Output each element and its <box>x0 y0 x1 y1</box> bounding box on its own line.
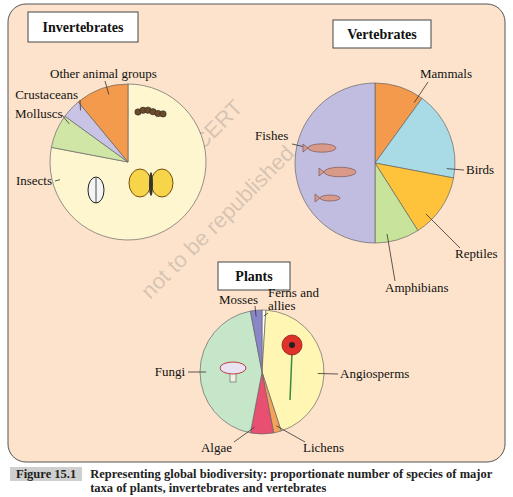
panel-background <box>8 4 505 462</box>
slice-label: Crustaceans <box>15 87 78 102</box>
butterfly-icon <box>149 172 153 196</box>
slice-label: Molluscs <box>15 106 63 121</box>
leader-line <box>426 214 460 248</box>
caption-label: Figure 15.1 <box>10 467 82 481</box>
leader-line <box>276 426 305 442</box>
chart-title: Vertebrates <box>347 27 417 42</box>
slice-label: Fishes <box>255 128 288 143</box>
mushroom-icon <box>220 362 246 374</box>
leader-line <box>318 373 338 375</box>
pie-slice <box>375 163 418 243</box>
caption: Figure 15.1 Representing global biodiver… <box>10 467 505 495</box>
caterpillar-icon <box>160 111 166 117</box>
slice-label: Birds <box>466 162 494 177</box>
butterfly-icon <box>151 169 173 197</box>
leader-line <box>264 313 268 316</box>
butterfly-icon <box>129 169 151 197</box>
figure: © NCERTnot to be republishedInvertebrate… <box>0 0 513 497</box>
pie-slice <box>295 83 375 243</box>
slice-label: Fungi <box>155 364 186 379</box>
fish-icon <box>320 195 340 201</box>
leader-line <box>387 234 395 281</box>
slice-label-line: allies <box>268 298 295 313</box>
slice-label: Other animal groups <box>50 66 157 81</box>
leader-line <box>234 427 254 442</box>
flower-icon <box>289 342 295 348</box>
flower-icon <box>282 335 302 355</box>
leader-line <box>447 169 464 170</box>
title-box <box>28 12 138 42</box>
pie-slice <box>200 311 262 433</box>
leader-line <box>80 100 81 110</box>
fish-icon <box>324 167 356 177</box>
pie-chart <box>200 310 324 434</box>
figure-canvas: © NCERTnot to be republishedInvertebrate… <box>0 0 513 497</box>
slice-label: Mammals <box>420 66 472 81</box>
slice-label: Reptiles <box>455 246 498 261</box>
leader-line <box>188 372 206 373</box>
leader-line <box>62 115 69 124</box>
beetle-icon <box>96 178 97 203</box>
slice-label: Insects <box>16 173 52 188</box>
leader-line <box>255 306 256 317</box>
pie-slice <box>78 84 128 162</box>
pie-slice <box>250 310 262 372</box>
title-box <box>333 20 431 48</box>
flower-icon <box>290 352 292 400</box>
caption-text: Representing global biodiversity: propor… <box>90 467 505 495</box>
chart-title: Plants <box>235 269 273 284</box>
fish-icon <box>315 194 320 202</box>
chart-title: Invertebrates <box>43 20 124 35</box>
slice-label: Lichens <box>303 440 344 455</box>
leader-line <box>55 180 60 181</box>
slice-label: Mosses <box>219 292 258 307</box>
leader-line <box>105 81 109 94</box>
leader-line <box>414 82 428 103</box>
slice-label: Algae <box>201 440 232 455</box>
fish-icon <box>308 144 336 152</box>
beetle-icon <box>88 177 104 203</box>
icons <box>88 107 356 400</box>
slice-label: Ferns andallies <box>268 285 319 313</box>
pie-chart <box>50 84 206 240</box>
slice-label: Amphibians <box>385 280 449 295</box>
fish-icon <box>319 168 324 176</box>
slice-label: Angiosperms <box>340 366 409 381</box>
pie-slice <box>50 84 206 240</box>
fish-icon <box>303 144 308 152</box>
